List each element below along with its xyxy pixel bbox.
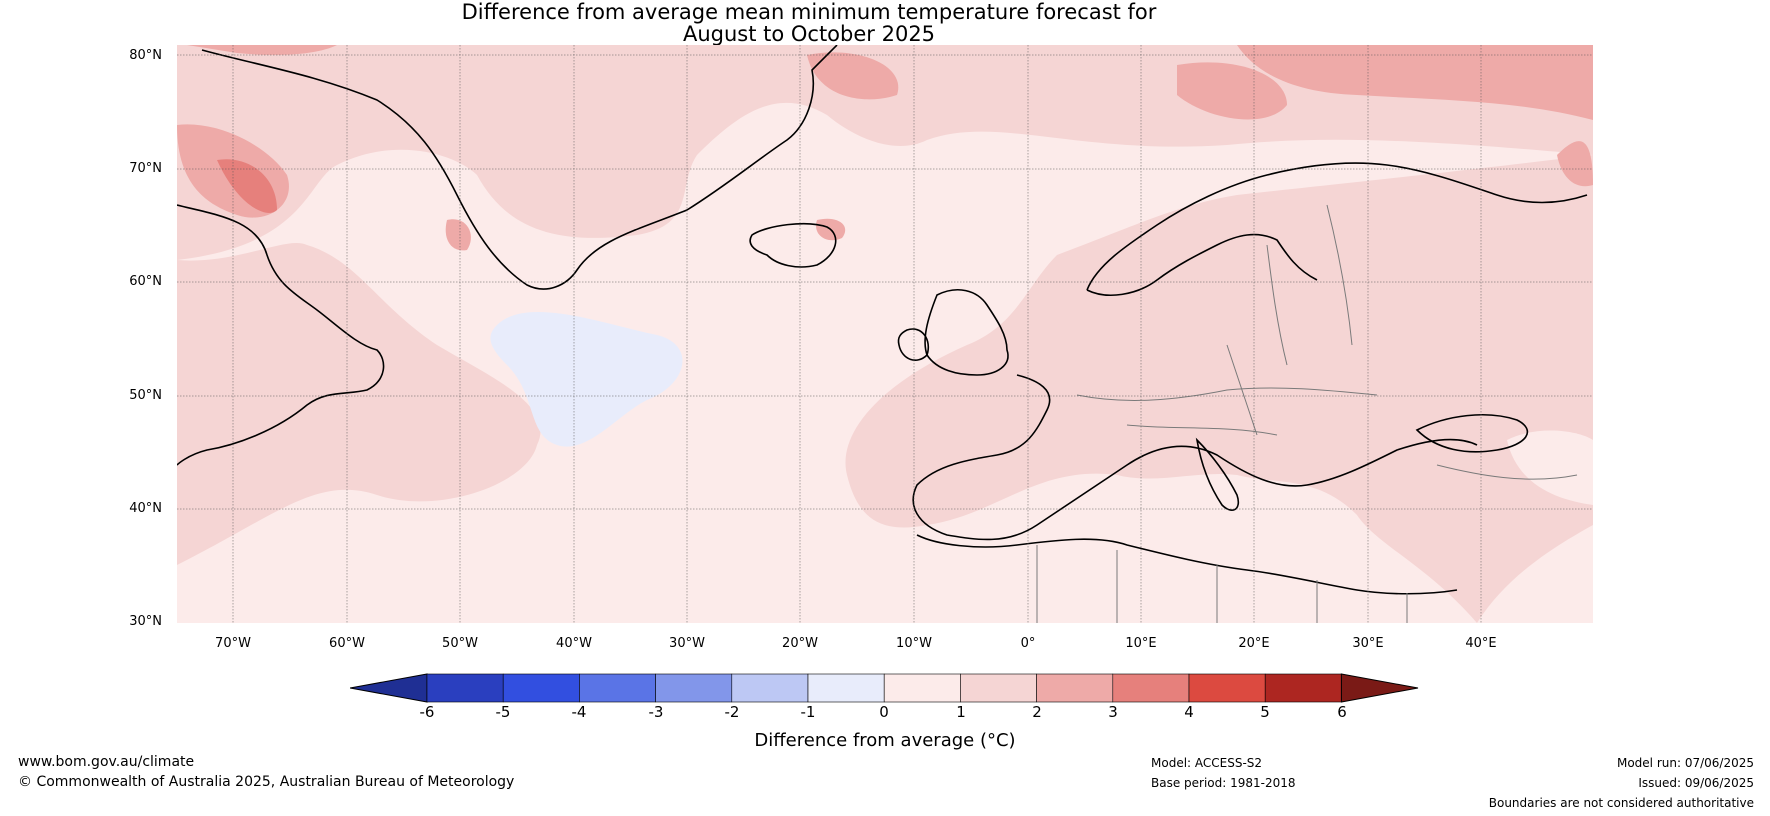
country-borders: [1036, 204, 1578, 623]
colorbar-tick-4: 4: [1184, 703, 1194, 721]
longitude-label-10e: 10°E: [1125, 636, 1157, 651]
latitude-label-70n: 70°N: [129, 161, 162, 176]
map-title-line-1: Difference from average mean minimum tem…: [461, 0, 1157, 24]
border-line: [1326, 204, 1353, 346]
latitude-label-60n: 60°N: [129, 274, 162, 289]
longitude-label-20w: 20°W: [782, 636, 818, 651]
anomaly-band-2-3-arctic-east: [1237, 45, 1593, 120]
coastlines: [177, 45, 1588, 595]
north-africa-coast: [916, 534, 1458, 595]
colorbar-swatch-2-3: [1036, 673, 1114, 703]
greenland-coast: [201, 45, 838, 290]
italy-coast: [1195, 437, 1240, 511]
footer-website: www.bom.gov.au/climate: [18, 754, 195, 770]
border-line: [1266, 244, 1288, 366]
anomaly-band-2-3-greenland-southwest: [445, 219, 471, 251]
colorbar-swatch-minus5-minus4: [502, 673, 580, 703]
footer-issued: Issued: 09/06/2025: [1638, 776, 1754, 790]
colorbar: [350, 673, 1419, 703]
anomaly-band-2-3-arctic-west: [187, 45, 337, 55]
longitude-label-20e: 20°E: [1238, 636, 1270, 651]
colorbar-tick-3: 3: [1108, 703, 1118, 721]
colorbar-tick-minus3: -3: [648, 703, 664, 721]
scandinavia-coast: [1086, 162, 1588, 296]
labrador-coast: [177, 204, 385, 466]
border-line: [1126, 424, 1278, 436]
longitude-label-30e: 30°E: [1352, 636, 1384, 651]
anomaly-band-1-2-west: [177, 242, 541, 565]
colorbar-label: Difference from average (°C): [754, 730, 1016, 751]
colorbar-swatch-minus1-0: [807, 673, 885, 703]
latitude-label-40n: 40°N: [129, 501, 162, 516]
longitude-label-60w: 60°W: [329, 636, 365, 651]
anomaly-band-0-1-turkey: [1507, 430, 1593, 505]
longitude-label-70w: 70°W: [215, 636, 251, 651]
colorbar-swatch-minus2-minus1: [731, 673, 809, 703]
colorbar-swatch-5-6: [1264, 673, 1342, 703]
anomaly-band-3-4-baffin: [217, 159, 277, 213]
colorbar-swatch-minus4-minus3: [579, 673, 656, 703]
colorbar-tick-minus2: -2: [724, 703, 740, 721]
colorbar-tick-2: 2: [1032, 703, 1042, 721]
colorbar-swatch-3-4: [1112, 673, 1190, 703]
map-title-line-2: August to October 2025: [682, 22, 936, 46]
anomaly-band-2-3-svalbard: [1177, 62, 1287, 120]
latitude-label-30n: 30°N: [129, 614, 162, 629]
gridlines: [177, 45, 1593, 623]
colorbar-swatch-below-minus6: [350, 673, 428, 703]
colorbar-tick-0: 0: [879, 703, 889, 721]
colorbar-tick-minus5: -5: [495, 703, 511, 721]
anomaly-band-1-2-east: [845, 155, 1593, 623]
longitude-label-40w: 40°W: [556, 636, 592, 651]
footer-base-period: Base period: 1981-2018: [1151, 776, 1296, 790]
colorbar-tick-5: 5: [1260, 703, 1270, 721]
britain-coast: [924, 289, 1009, 376]
colorbar-tick-6: 6: [1337, 703, 1347, 721]
longitude-label-40e: 40°E: [1465, 636, 1497, 651]
iceland-coast: [749, 222, 837, 268]
border-line: [1036, 545, 1408, 623]
footer-model-run: Model run: 07/06/2025: [1616, 756, 1754, 770]
colorbar-swatch-minus6-minus5: [426, 673, 504, 703]
anomaly-band-2-3-greenland-north: [807, 52, 899, 100]
colorbar-tick-minus6: -6: [419, 703, 435, 721]
anomaly-band-minus1-0-atlantic: [490, 312, 683, 447]
anomaly-band-2-3-barents: [1557, 141, 1593, 187]
colorbar-swatch-1-2: [960, 673, 1037, 703]
footer-copyright: © Commonwealth of Australia 2025, Austra…: [18, 774, 515, 790]
colorbar-tick-minus1: -1: [800, 703, 816, 721]
latitude-label-80n: 80°N: [129, 48, 162, 63]
border-line: [1436, 464, 1578, 480]
longitude-label-50w: 50°W: [442, 636, 478, 651]
forecast-map: [177, 45, 1593, 623]
latitude-label-50n: 50°N: [129, 388, 162, 403]
black-sea-coast: [1415, 414, 1529, 453]
colorbar-tick-1: 1: [956, 703, 966, 721]
colorbar-swatch-4-5: [1188, 673, 1266, 703]
border-line: [1076, 387, 1378, 401]
colorbar-swatch-above-6: [1340, 673, 1419, 703]
longitude-label-0: 0°: [1020, 636, 1036, 651]
footer-disclaimer: Boundaries are not considered authoritat…: [1488, 796, 1754, 810]
colorbar-swatch-minus3-minus2: [655, 673, 733, 703]
ireland-coast: [897, 328, 929, 361]
footer-model: Model: ACCESS-S2: [1151, 756, 1263, 770]
anomaly-band-0-1-southeast: [1477, 525, 1593, 623]
longitude-label-30w: 30°W: [669, 636, 705, 651]
colorbar-swatch-0-1: [883, 673, 961, 703]
longitude-label-10w: 10°W: [896, 636, 932, 651]
europe-west-coast: [912, 374, 1478, 541]
colorbar-tick-minus4: -4: [571, 703, 587, 721]
